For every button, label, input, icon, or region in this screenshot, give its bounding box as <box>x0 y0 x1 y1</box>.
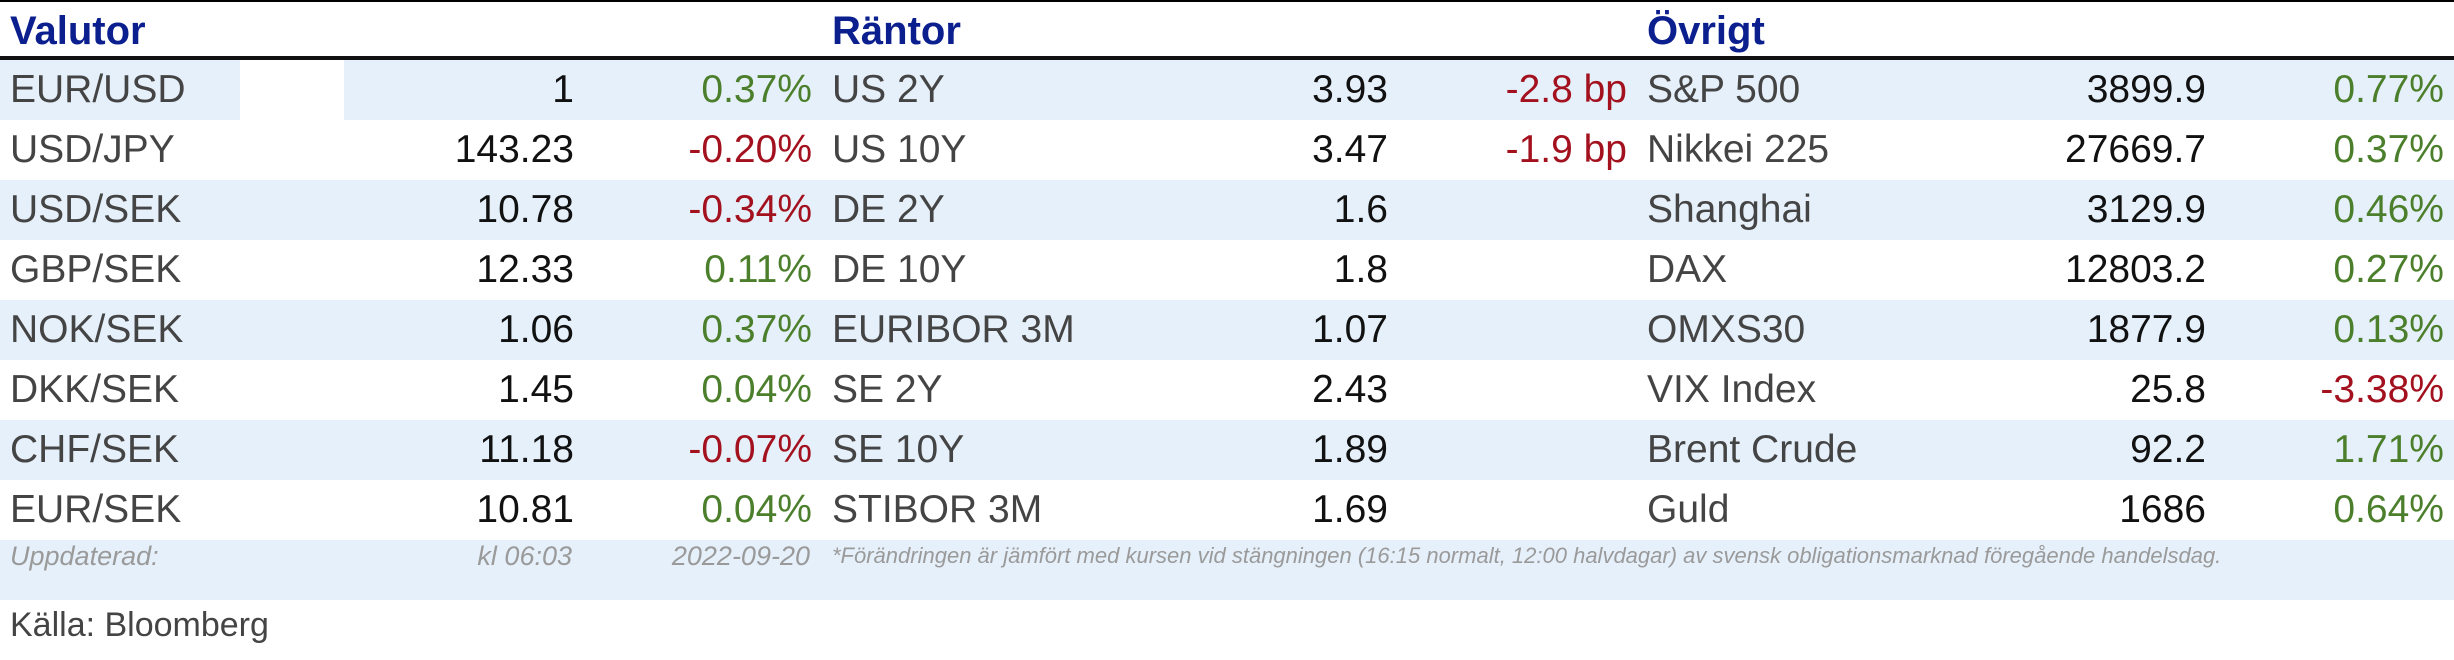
footnote: *Förändringen är jämfört med kursen vid … <box>832 543 2222 568</box>
ovrigt-row-5-value: 25.8 <box>2130 368 2206 411</box>
rantor-row-5-value: 2.43 <box>1312 368 1388 411</box>
rantor-row-4-change <box>1427 300 1627 360</box>
updated-time: kl 06:03 <box>477 541 572 571</box>
row-stripe <box>0 180 2454 240</box>
valutor-row-4-name: NOK/SEK <box>10 308 184 351</box>
valutor-row-6-value: 11.18 <box>479 428 574 471</box>
rantor-row-6-name: SE 10Y <box>832 428 965 471</box>
ovrigt-row-6-value: 92.2 <box>2130 428 2206 471</box>
rantor-row-0-name: US 2Y <box>832 68 945 111</box>
ovrigt-row-7-name: Guld <box>1647 488 1730 531</box>
ovrigt-row-5-name: VIX Index <box>1647 368 1817 411</box>
ovrigt-row-2-change: 0.46% <box>2333 188 2444 231</box>
ovrigt-row-0-value: 3899.9 <box>2086 68 2206 111</box>
valutor-row-1-value: 143.23 <box>454 128 574 171</box>
valutor-row-4-value: 1.06 <box>498 308 574 351</box>
ovrigt-row-4-value: 1877.9 <box>2086 308 2206 351</box>
ovrigt-row-7-change: 0.64% <box>2333 488 2444 531</box>
ovrigt-row-1-value: 27669.7 <box>2065 128 2206 171</box>
header-rantor: Räntor <box>832 9 961 53</box>
rantor-row-5-name: SE 2Y <box>832 368 943 411</box>
valutor-row-3-value: 12.33 <box>476 248 574 291</box>
ovrigt-row-4-change: 0.13% <box>2333 308 2444 351</box>
valutor-row-2-name: USD/SEK <box>10 188 182 231</box>
row-stripe <box>0 540 2454 600</box>
valutor-row-5-name: DKK/SEK <box>10 368 180 411</box>
ovrigt-row-3-value: 12803.2 <box>2065 248 2206 291</box>
rantor-row-2-name: DE 2Y <box>832 188 945 231</box>
valutor-row-3-name: GBP/SEK <box>10 248 182 291</box>
header-valutor: Valutor <box>10 9 146 53</box>
row-stripe <box>0 300 2454 360</box>
rantor-row-7-name: STIBOR 3M <box>832 488 1043 531</box>
valutor-row-0-value: 1 <box>552 68 574 111</box>
ovrigt-row-1-change: 0.37% <box>2333 128 2444 171</box>
rantor-row-7-change <box>1427 480 1627 540</box>
valutor-row-0-change: 0.37% <box>701 68 812 111</box>
valutor-row-1-name: USD/JPY <box>10 128 175 171</box>
rantor-row-6-value: 1.89 <box>1312 428 1388 471</box>
valutor-row-2-change: -0.34% <box>688 188 812 231</box>
valutor-row-5-value: 1.45 <box>498 368 574 411</box>
rantor-row-2-change <box>1427 180 1627 240</box>
rantor-row-3-change <box>1427 240 1627 300</box>
valutor-row-5-change: 0.04% <box>701 368 812 411</box>
rantor-row-0-change: -2.8 bp <box>1505 68 1627 111</box>
rantor-row-1-value: 3.47 <box>1312 128 1388 171</box>
ovrigt-row-0-change: 0.77% <box>2333 68 2444 111</box>
rantor-row-1-name: US 10Y <box>832 128 967 171</box>
valutor-row-4-change: 0.37% <box>701 308 812 351</box>
ovrigt-row-1-name: Nikkei 225 <box>1647 128 1830 171</box>
updated-date: 2022-09-20 <box>671 541 810 571</box>
valutor-row-1-change: -0.20% <box>688 128 812 171</box>
ovrigt-row-7-value: 1686 <box>2119 488 2206 531</box>
rantor-row-4-value: 1.07 <box>1312 308 1388 351</box>
valutor-row-3-change: 0.11% <box>704 248 812 291</box>
rantor-row-1-change: -1.9 bp <box>1505 128 1627 171</box>
ovrigt-row-2-name: Shanghai <box>1647 188 1812 231</box>
valutor-row-7-value: 10.81 <box>476 488 574 531</box>
rantor-row-4-name: EURIBOR 3M <box>832 308 1075 351</box>
ovrigt-row-3-name: DAX <box>1647 248 1728 291</box>
rantor-row-7-value: 1.69 <box>1312 488 1388 531</box>
ovrigt-row-5-change: -3.38% <box>2320 368 2444 411</box>
row-stripe <box>0 60 2454 120</box>
rantor-row-6-change <box>1427 420 1627 480</box>
top-rule <box>0 0 2454 2</box>
valutor-row-0-name: EUR/USD <box>10 68 186 111</box>
rantor-row-5-change <box>1427 360 1627 420</box>
valutor-row-7-name: EUR/SEK <box>10 488 182 531</box>
header-ovrigt: Övrigt <box>1647 9 1765 53</box>
ovrigt-row-3-change: 0.27% <box>2333 248 2444 291</box>
ovrigt-row-0-name: S&P 500 <box>1647 68 1801 111</box>
source-label: Källa: Bloomberg <box>10 606 269 644</box>
valutor-row-2-value: 10.78 <box>476 188 574 231</box>
valutor-row-6-change: -0.07% <box>688 428 812 471</box>
rantor-row-3-name: DE 10Y <box>832 248 967 291</box>
valutor-row-7-change: 0.04% <box>701 488 812 531</box>
ovrigt-row-6-name: Brent Crude <box>1647 428 1858 471</box>
updated-label: Uppdaterad: <box>10 541 159 571</box>
ovrigt-row-4-name: OMXS30 <box>1647 308 1806 351</box>
rantor-row-0-value: 3.93 <box>1312 68 1388 111</box>
header-rule <box>0 56 2454 60</box>
rantor-row-3-value: 1.8 <box>1333 248 1388 291</box>
row-stripe <box>0 420 2454 480</box>
ovrigt-row-6-change: 1.71% <box>2333 428 2444 471</box>
ovrigt-row-2-value: 3129.9 <box>2086 188 2206 231</box>
rantor-row-2-value: 1.6 <box>1333 188 1388 231</box>
row-gap <box>240 60 344 120</box>
valutor-row-6-name: CHF/SEK <box>10 428 180 471</box>
